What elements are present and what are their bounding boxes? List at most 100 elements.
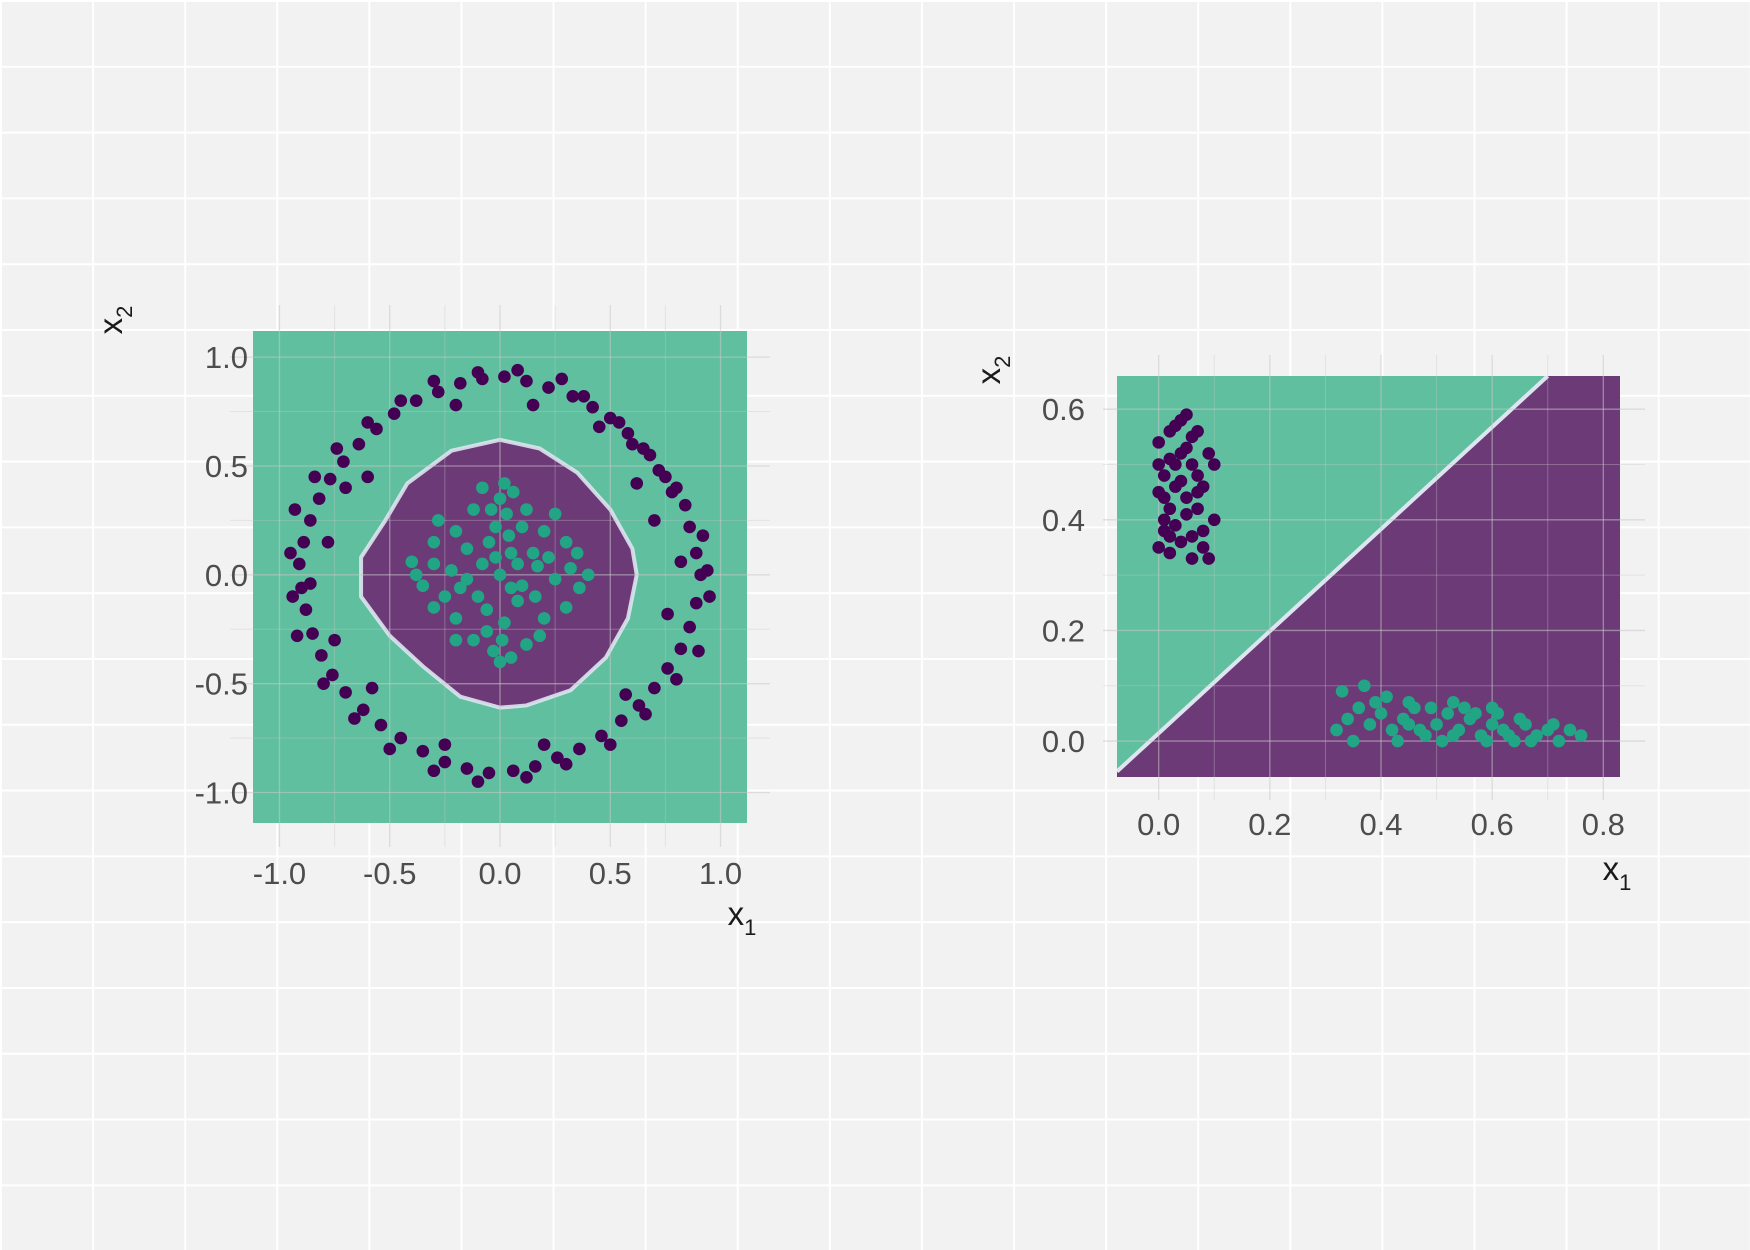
data-point: [659, 470, 672, 484]
series-class-1: [1330, 679, 1588, 748]
data-point: [643, 448, 657, 462]
data-point: [1446, 696, 1460, 709]
data-point: [304, 577, 317, 590]
x-tick-label: 0.0: [1137, 807, 1180, 842]
data-point: [312, 492, 326, 505]
data-point: [427, 557, 441, 571]
data-point: [1330, 723, 1343, 737]
data-point: [648, 681, 661, 695]
data-point: [537, 524, 551, 538]
data-point: [427, 535, 441, 549]
data-point: [1385, 723, 1399, 737]
data-point: [431, 514, 445, 527]
data-point: [498, 616, 511, 630]
data-point: [586, 400, 599, 414]
series-class-0: [1152, 408, 1221, 565]
data-point: [306, 627, 319, 640]
left-panel-circles: -1.0 -0.5 0.0 0.5 1.0 -1.0 -0.5 0.0 0.5 1.0 x1 x2: [92, 305, 770, 940]
y-tick-label: 0.5: [205, 449, 248, 484]
data-point: [689, 546, 703, 560]
data-point: [409, 394, 423, 407]
data-point: [293, 557, 306, 571]
data-point: [630, 477, 644, 490]
data-point: [427, 374, 441, 388]
data-point: [297, 535, 311, 549]
data-point: [603, 738, 617, 751]
data-point: [460, 542, 474, 555]
data-point: [511, 363, 524, 377]
data-point: [504, 546, 518, 560]
data-point: [678, 498, 692, 512]
data-point: [339, 686, 352, 699]
data-point: [323, 472, 337, 486]
data-point: [1458, 701, 1471, 715]
data-point: [1191, 502, 1204, 516]
data-point: [683, 520, 696, 534]
data-point: [511, 594, 524, 608]
data-point: [619, 688, 633, 701]
data-point: [1424, 701, 1438, 715]
data-point: [1402, 696, 1416, 709]
data-point: [548, 507, 562, 521]
data-point: [480, 603, 494, 616]
data-point: [317, 677, 330, 690]
data-point: [356, 703, 370, 717]
data-point: [504, 581, 518, 595]
data-point: [286, 590, 299, 603]
data-point: [559, 535, 573, 549]
data-point: [506, 764, 520, 778]
x-tick-label: 1.0: [699, 856, 742, 891]
data-point: [526, 546, 540, 560]
data-point: [1185, 530, 1199, 543]
data-point: [482, 766, 496, 780]
data-point: [299, 603, 313, 616]
data-point: [500, 507, 513, 521]
data-point: [674, 642, 688, 656]
data-point: [533, 629, 546, 643]
data-point: [484, 503, 498, 516]
y-tick-label: 0.6: [1042, 392, 1085, 427]
data-point: [1374, 707, 1388, 720]
x-axis-title: x1: [728, 895, 757, 940]
data-point: [304, 514, 317, 527]
data-point: [1191, 469, 1204, 482]
data-point: [467, 633, 480, 647]
data-point: [548, 572, 562, 586]
data-point: [1402, 718, 1416, 731]
data-point: [689, 596, 703, 610]
data-point: [1196, 524, 1210, 538]
data-point: [1180, 507, 1193, 521]
data-point: [661, 662, 674, 675]
data-point: [520, 770, 533, 784]
data-point: [542, 551, 555, 564]
data-point: [471, 366, 485, 379]
data-point: [1435, 734, 1449, 748]
data-point: [577, 390, 591, 403]
data-point: [326, 668, 339, 682]
data-point: [471, 775, 485, 788]
data-point: [1485, 718, 1499, 731]
data-point: [528, 590, 542, 603]
data-point: [1502, 729, 1516, 742]
x-axis-title: x1: [1603, 850, 1632, 895]
data-point: [1169, 458, 1182, 471]
data-point: [1563, 723, 1577, 737]
data-point: [1413, 723, 1427, 737]
data-point: [409, 568, 423, 582]
y-tick-label: -0.5: [195, 667, 248, 702]
data-point: [339, 481, 352, 495]
data-point: [1352, 701, 1366, 715]
data-point: [1430, 718, 1443, 731]
data-point: [537, 738, 551, 751]
data-point: [1152, 436, 1165, 449]
data-point: [480, 625, 494, 638]
data-point: [1163, 425, 1177, 438]
data-point: [1335, 684, 1349, 698]
data-point: [703, 590, 716, 603]
data-point: [1513, 712, 1527, 726]
data-point: [370, 422, 383, 436]
data-point: [449, 524, 463, 538]
data-point: [1202, 447, 1216, 460]
y-tick-label: 0.2: [1042, 613, 1085, 648]
data-point: [1441, 707, 1455, 720]
